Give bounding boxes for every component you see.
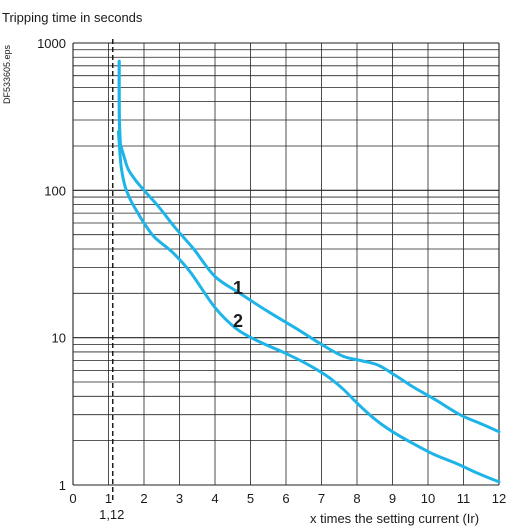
series-1-label: 1 — [233, 278, 243, 298]
series-2-label: 2 — [233, 311, 243, 331]
x-tick-label-4: 4 — [211, 491, 218, 506]
x-tick-label-1: 1 — [105, 491, 112, 506]
x-tick-label-6: 6 — [282, 491, 289, 506]
x-tick-label-11: 11 — [457, 491, 471, 506]
source-file-label: DF533605.eps — [2, 44, 12, 104]
grid — [72, 42, 500, 486]
y-tick-label-1000: 1000 — [37, 36, 66, 51]
x-tick-label-10: 10 — [421, 491, 435, 506]
curve-series-2 — [116, 130, 501, 484]
x-tick-label-5: 5 — [247, 491, 254, 506]
curves — [116, 59, 501, 484]
reference-line-label: 1,12 — [99, 507, 124, 522]
x-axis-title: x times the setting current (Ir) — [310, 511, 479, 526]
y-tick-label-10: 10 — [52, 331, 66, 346]
x-tick-label-9: 9 — [389, 491, 396, 506]
y-tick-label-1: 1 — [59, 478, 66, 493]
x-tick-label-2: 2 — [140, 491, 147, 506]
x-tick-label-8: 8 — [353, 491, 360, 506]
x-tick-label-0: 0 — [69, 491, 76, 506]
x-tick-label-7: 7 — [318, 491, 325, 506]
x-tick-label-3: 3 — [176, 491, 183, 506]
curve-series-1 — [117, 138, 501, 434]
y-tick-label-100: 100 — [44, 183, 66, 198]
x-tick-label-12: 12 — [492, 491, 506, 506]
y-axis-title: Tripping time in seconds — [2, 10, 143, 25]
